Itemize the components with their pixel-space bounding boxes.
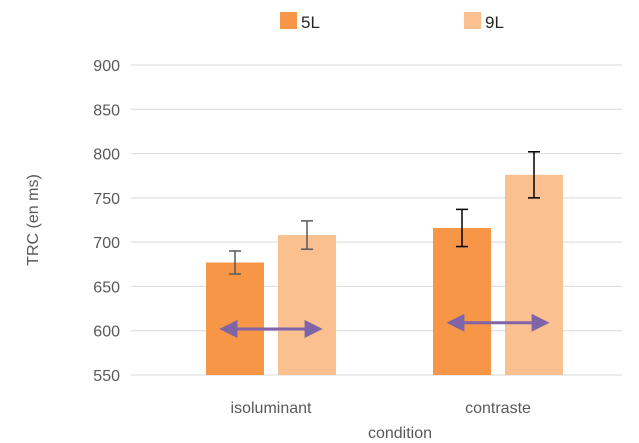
bar-9L-contraste — [505, 174, 563, 375]
error-bar-9L-isoluminant — [301, 220, 313, 250]
y-tick-label: 900 — [93, 58, 120, 75]
y-tick-label: 750 — [93, 191, 120, 208]
bar-5L-isoluminant — [206, 262, 264, 375]
y-axis-ticks: 550 600 650 700 750 800 850 900 — [93, 58, 120, 385]
x-axis-ticks: isoluminant contraste — [231, 400, 531, 417]
y-tick-label: 850 — [93, 102, 120, 119]
comparison-arrows — [219, 313, 550, 338]
error-bar-5L-contraste — [456, 208, 468, 248]
legend: 5L 9L — [280, 12, 504, 32]
y-tick-label: 800 — [93, 147, 120, 164]
y-tick-label: 600 — [93, 324, 120, 341]
x-axis-title: condition — [368, 425, 432, 442]
legend-swatch-9L — [464, 12, 481, 29]
error-bar-5L-isoluminant — [229, 250, 241, 275]
error-bars — [229, 151, 540, 275]
error-bar-9L-contraste — [528, 151, 540, 199]
x-tick-label: isoluminant — [231, 400, 312, 417]
bar-5L-contraste — [433, 227, 491, 375]
legend-label: 5L — [301, 13, 320, 32]
y-axis-title: TRC (en ms) — [25, 174, 42, 266]
y-tick-label: 700 — [93, 235, 120, 252]
bar-9L-isoluminant — [278, 235, 336, 375]
x-tick-label: contraste — [465, 400, 531, 417]
legend-swatch-5L — [280, 12, 297, 29]
y-tick-label: 650 — [93, 279, 120, 296]
y-tick-label: 550 — [93, 368, 120, 385]
bars — [206, 174, 563, 375]
legend-label: 9L — [485, 13, 504, 32]
